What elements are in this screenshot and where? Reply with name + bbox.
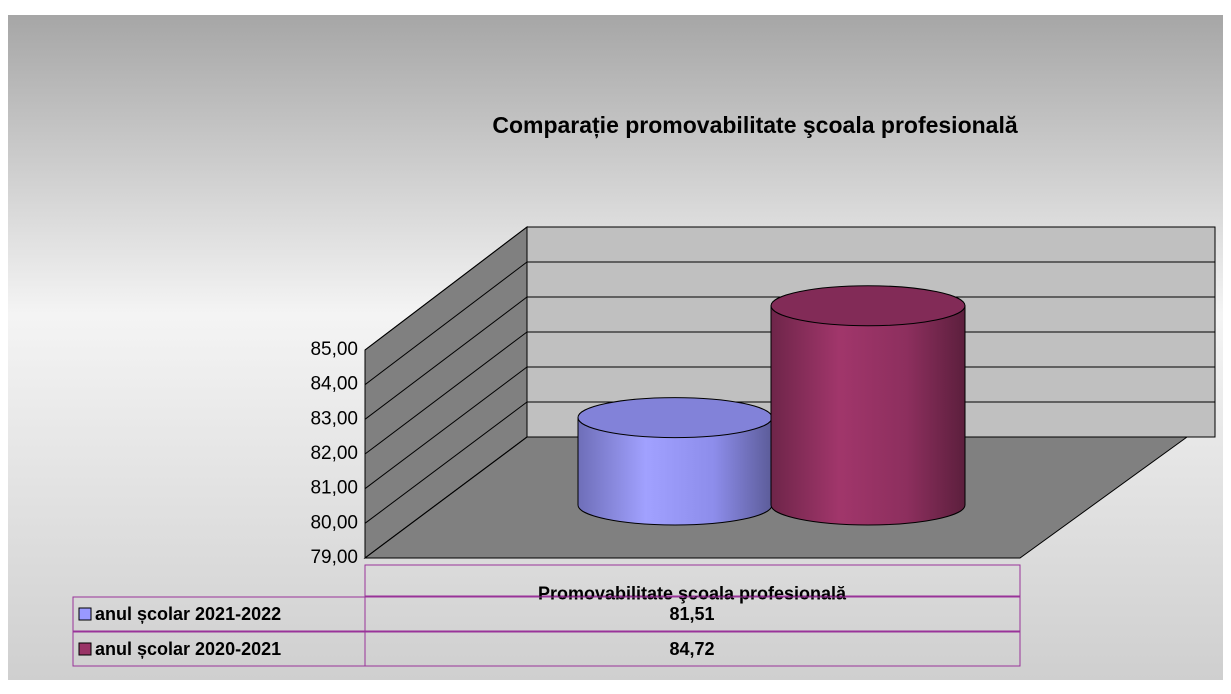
legend-label: anul școlar 2021-2022	[95, 604, 281, 624]
y-tick-label: 82,00	[310, 443, 358, 464]
grid-line	[364, 331, 528, 455]
y-tick-label: 83,00	[310, 408, 358, 429]
data-label: 81,51	[669, 604, 714, 624]
legend-label: anul școlar 2020-2021	[95, 639, 281, 659]
chart-title: Comparație promovabilitate şcoala profes…	[492, 112, 1018, 139]
y-tick-label: 84,00	[310, 374, 358, 395]
y-tick-label: 81,00	[310, 478, 358, 499]
cylinder-bar	[577, 397, 773, 526]
data-label: 84,72	[669, 639, 714, 659]
table-header: Promovabilitate şcoala profesională	[538, 583, 847, 603]
table-cell	[364, 631, 1021, 667]
cylinder-bar	[770, 285, 966, 526]
y-tick-label: 79,00	[310, 547, 358, 568]
y-tick-label: 85,00	[310, 339, 358, 360]
cylinder-top	[770, 285, 966, 327]
y-tick-label: 80,00	[310, 512, 358, 533]
grid-line	[364, 401, 528, 524]
legend-swatch	[78, 642, 92, 656]
cylinder-body	[770, 305, 966, 526]
table-cell	[364, 564, 1021, 597]
cylinder-body	[577, 417, 773, 526]
grid-line	[364, 296, 528, 420]
table-cell	[364, 596, 1021, 632]
cylinder-top	[577, 397, 773, 439]
grid-line	[364, 366, 528, 490]
grid-line	[364, 436, 528, 559]
legend-swatch	[78, 607, 92, 621]
grid-line	[364, 226, 528, 351]
grid-line	[364, 261, 528, 386]
